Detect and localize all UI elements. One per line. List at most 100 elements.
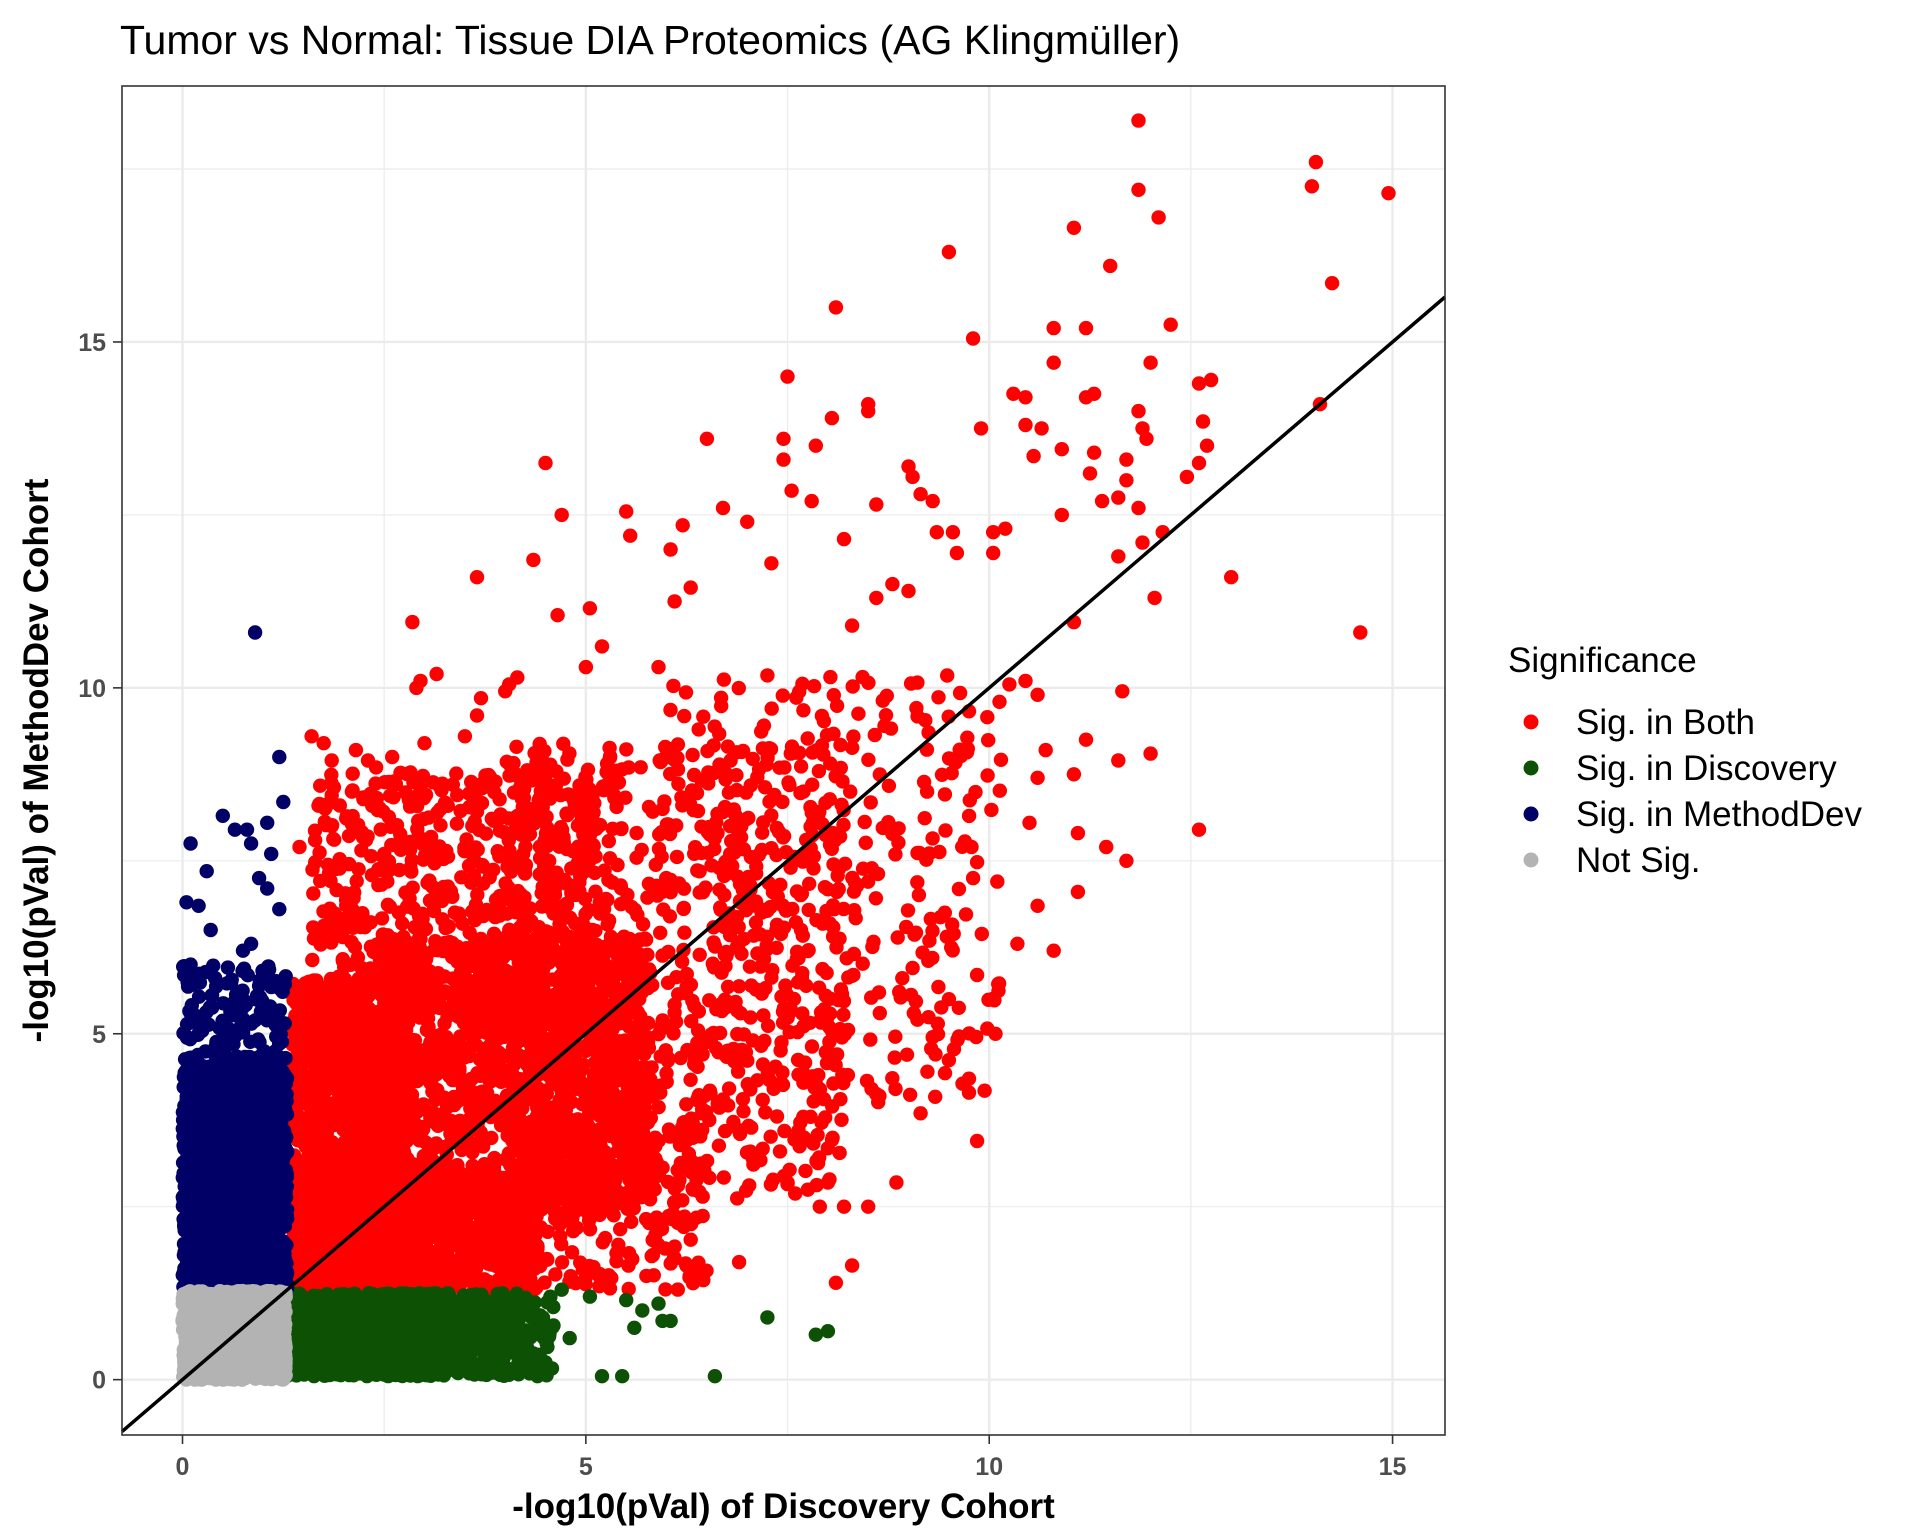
data-point [431,1243,446,1259]
data-point [497,1014,512,1029]
data-point [369,1135,384,1150]
data-point [348,1256,364,1271]
data-point [327,1095,342,1111]
data-point [299,977,314,992]
data-point [382,945,397,960]
data-point [349,824,364,839]
data-point [447,1204,463,1219]
data-point [422,1225,437,1240]
data-point [404,1093,420,1108]
data-point [834,1112,849,1128]
data-point [386,790,401,805]
data-point [381,959,396,974]
data-point [490,960,505,975]
data-point [337,960,352,975]
data-point [377,1065,392,1081]
data-point [478,768,493,783]
data-point [422,1173,438,1189]
data-point [398,840,413,855]
data-point [324,935,339,950]
data-point [421,1019,436,1034]
data-point [755,1092,770,1108]
data-point [307,833,323,848]
data-point [311,798,326,813]
data-point [475,1001,490,1017]
data-point [402,799,418,814]
data-point [324,775,339,790]
data-point [396,929,411,945]
data-point [328,975,343,990]
data-point [292,1004,307,1019]
data-point [395,916,410,931]
data-point [388,1248,403,1263]
data-point [464,1095,479,1110]
data-point [313,1029,329,1045]
plot-panel [120,85,1447,1436]
data-point [366,1169,382,1185]
data-point [492,792,507,807]
data-point [349,975,365,990]
data-point [342,1104,357,1120]
data-point [370,1274,385,1289]
data-points [175,113,1396,1387]
data-point [588,884,603,899]
data-point [438,1055,453,1070]
data-point [580,762,596,777]
data-point [306,886,321,901]
data-point [348,1087,363,1102]
data-point [411,1002,426,1018]
data-point [324,1015,339,1030]
data-point [408,1125,424,1140]
data-point [449,816,465,831]
data-point [385,1170,400,1185]
data-point [370,802,385,818]
data-point [331,1152,346,1167]
data-point [373,1256,388,1272]
data-point [354,843,369,858]
data-point [490,1188,505,1203]
data-point [308,855,323,870]
data-point [470,842,485,857]
data-point [383,819,398,834]
data-point [303,1138,318,1153]
data-point [369,969,384,984]
data-point [384,1082,400,1098]
data-point [387,1233,403,1248]
data-point [465,951,481,966]
data-point [310,1074,325,1089]
data-point [473,1193,488,1208]
data-point [413,1059,428,1075]
data-point [428,1197,443,1212]
data-point [377,1217,393,1232]
data-point [429,848,444,863]
data-point [464,774,479,790]
data-point [364,868,380,883]
data-point [422,873,437,888]
data-point [453,1218,468,1233]
data-point [388,1155,403,1170]
data-point [653,925,668,940]
data-point [451,1009,466,1025]
data-point [434,890,449,905]
data-point [415,837,431,852]
data-point [385,996,401,1011]
data-point [435,1183,450,1199]
data-point [528,961,543,976]
data-point [497,1029,513,1044]
data-point [346,1043,362,1058]
data-point [479,902,494,918]
data-point [492,823,508,838]
data-point [353,1181,368,1197]
data-point [391,1042,407,1058]
data-point [478,826,494,841]
data-point [305,952,320,968]
data-point [440,919,455,935]
data-point [491,995,506,1010]
data-point [287,985,303,1000]
data-point [447,1097,462,1113]
data-point [575,916,590,931]
data-point [413,945,428,960]
data-point [398,1067,413,1082]
data-point [338,892,354,908]
